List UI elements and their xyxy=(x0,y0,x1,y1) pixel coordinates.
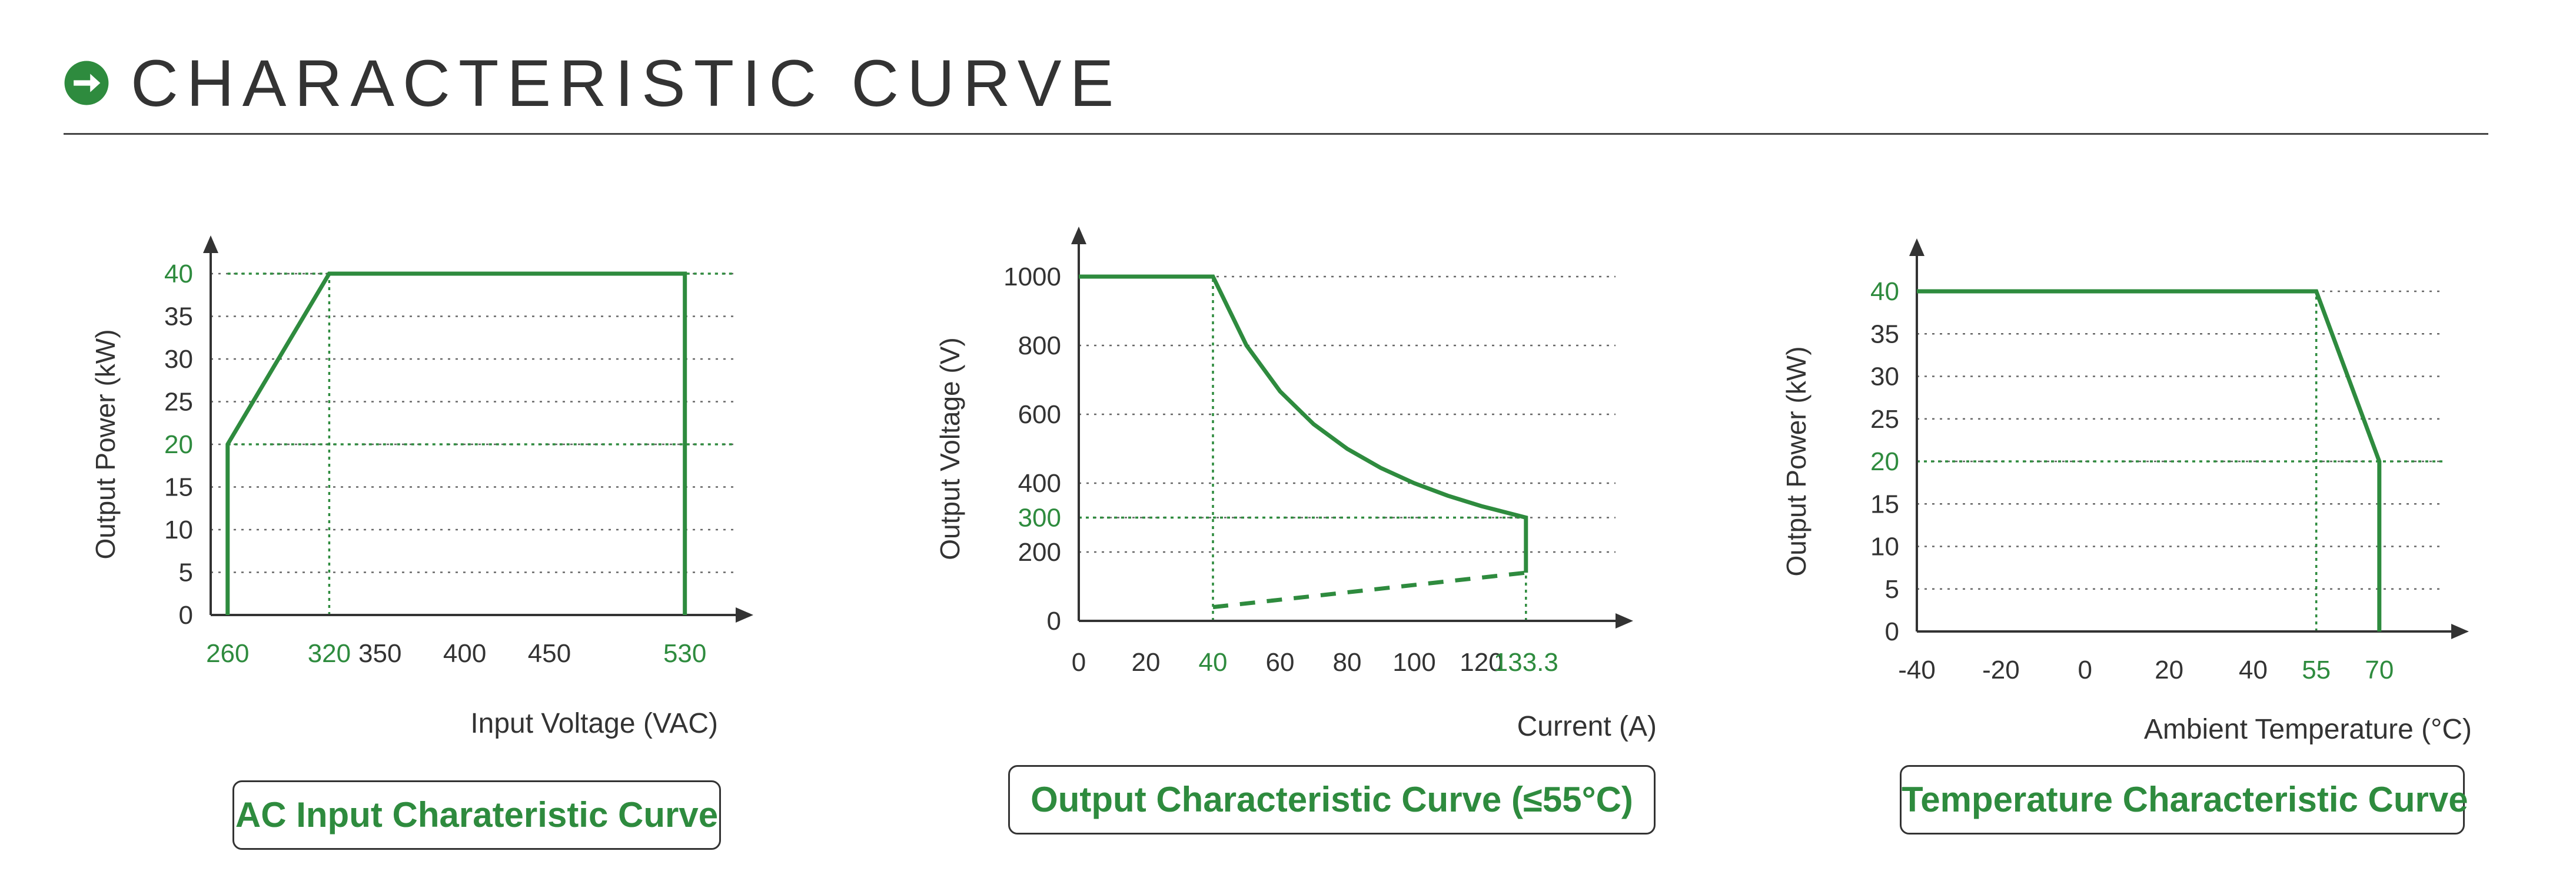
x-tick-label: 0 xyxy=(1072,648,1086,677)
x-axis-label: Input Voltage (VAC) xyxy=(470,708,718,739)
y-tick-label: 0 xyxy=(1885,617,1899,646)
y-tick-label: 25 xyxy=(164,388,193,417)
y-tick-label: 5 xyxy=(1885,575,1899,604)
y-axis-label: Output Power (kW) xyxy=(1781,346,1811,576)
x-tick-label: -20 xyxy=(1982,656,2020,684)
x-axis-arrow xyxy=(736,607,753,623)
x-tick-label: 40 xyxy=(2239,656,2268,684)
x-tick-label: 400 xyxy=(443,639,486,668)
page-title: CHARACTERISTIC CURVE xyxy=(131,46,1122,120)
caption-ac-input: AC Input Charateristic Curve xyxy=(232,780,721,850)
x-tick-label: 70 xyxy=(2365,656,2394,684)
y-tick-label: 200 xyxy=(1018,538,1061,567)
y-axis-label: Output Voltage (V) xyxy=(935,337,965,560)
x-axis-arrow xyxy=(1616,613,1633,629)
caption-temperature: Temperature Characteristic Curve xyxy=(1900,765,2468,835)
x-tick-label: -40 xyxy=(1898,656,1936,684)
y-tick-label: 400 xyxy=(1018,469,1061,498)
x-axis-arrow xyxy=(2451,624,2469,639)
y-tick-label: 25 xyxy=(1870,405,1899,434)
y-tick-label: 10 xyxy=(1870,533,1899,561)
x-tick-label: 120 xyxy=(1460,648,1503,677)
y-tick-label: 300 xyxy=(1018,504,1061,533)
y-axis-arrow xyxy=(203,235,218,253)
x-tick-label: 260 xyxy=(206,639,249,668)
y-axis-arrow xyxy=(1909,238,1924,256)
y-tick-label: 0 xyxy=(1047,607,1061,636)
x-tick-label: 80 xyxy=(1333,648,1362,677)
y-tick-label: 20 xyxy=(164,430,193,459)
y-tick-label: 0 xyxy=(179,601,193,630)
y-tick-label: 40 xyxy=(1870,277,1899,306)
series-line-dashed xyxy=(1212,570,1527,610)
x-tick-label: 100 xyxy=(1392,648,1435,677)
y-axis-arrow xyxy=(1071,227,1086,244)
y-tick-label: 1000 xyxy=(1003,262,1061,291)
y-tick-label: 35 xyxy=(1870,320,1899,348)
y-tick-label: 35 xyxy=(164,302,193,331)
x-tick-label: 450 xyxy=(528,639,571,668)
series-line xyxy=(1079,274,1528,573)
x-tick-label: 320 xyxy=(308,639,351,668)
header-divider xyxy=(64,133,2488,135)
y-tick-label: 600 xyxy=(1018,400,1061,429)
x-tick-label: 20 xyxy=(1132,648,1161,677)
series-line xyxy=(1917,289,2382,631)
x-tick-label: 133.3 xyxy=(1494,648,1558,677)
y-axis-label: Output Power (kW) xyxy=(90,329,121,559)
y-tick-label: 30 xyxy=(1870,363,1899,391)
series-line xyxy=(225,271,687,615)
x-tick-label: 20 xyxy=(2155,656,2183,684)
y-tick-label: 800 xyxy=(1018,331,1061,360)
y-tick-label: 30 xyxy=(164,345,193,374)
y-tick-label: 15 xyxy=(1870,490,1899,518)
x-tick-label: 530 xyxy=(663,639,706,668)
y-tick-label: 10 xyxy=(164,516,193,544)
y-tick-label: 5 xyxy=(179,558,193,587)
x-tick-label: 60 xyxy=(1266,648,1295,677)
arrow-right-circle-icon xyxy=(64,61,109,105)
caption-output: Output Characteristic Curve (≤55°C) xyxy=(1008,765,1656,835)
x-axis-label: Current (A) xyxy=(1517,711,1657,742)
y-tick-label: 40 xyxy=(164,260,193,288)
x-tick-label: 55 xyxy=(2302,656,2331,684)
y-tick-label: 15 xyxy=(164,473,193,502)
x-tick-label: 40 xyxy=(1199,648,1228,677)
y-tick-label: 20 xyxy=(1870,447,1899,476)
x-tick-label: 350 xyxy=(358,639,401,668)
x-tick-label: 0 xyxy=(2078,656,2092,684)
x-axis-label: Ambient Temperature (°C) xyxy=(2144,714,2472,745)
